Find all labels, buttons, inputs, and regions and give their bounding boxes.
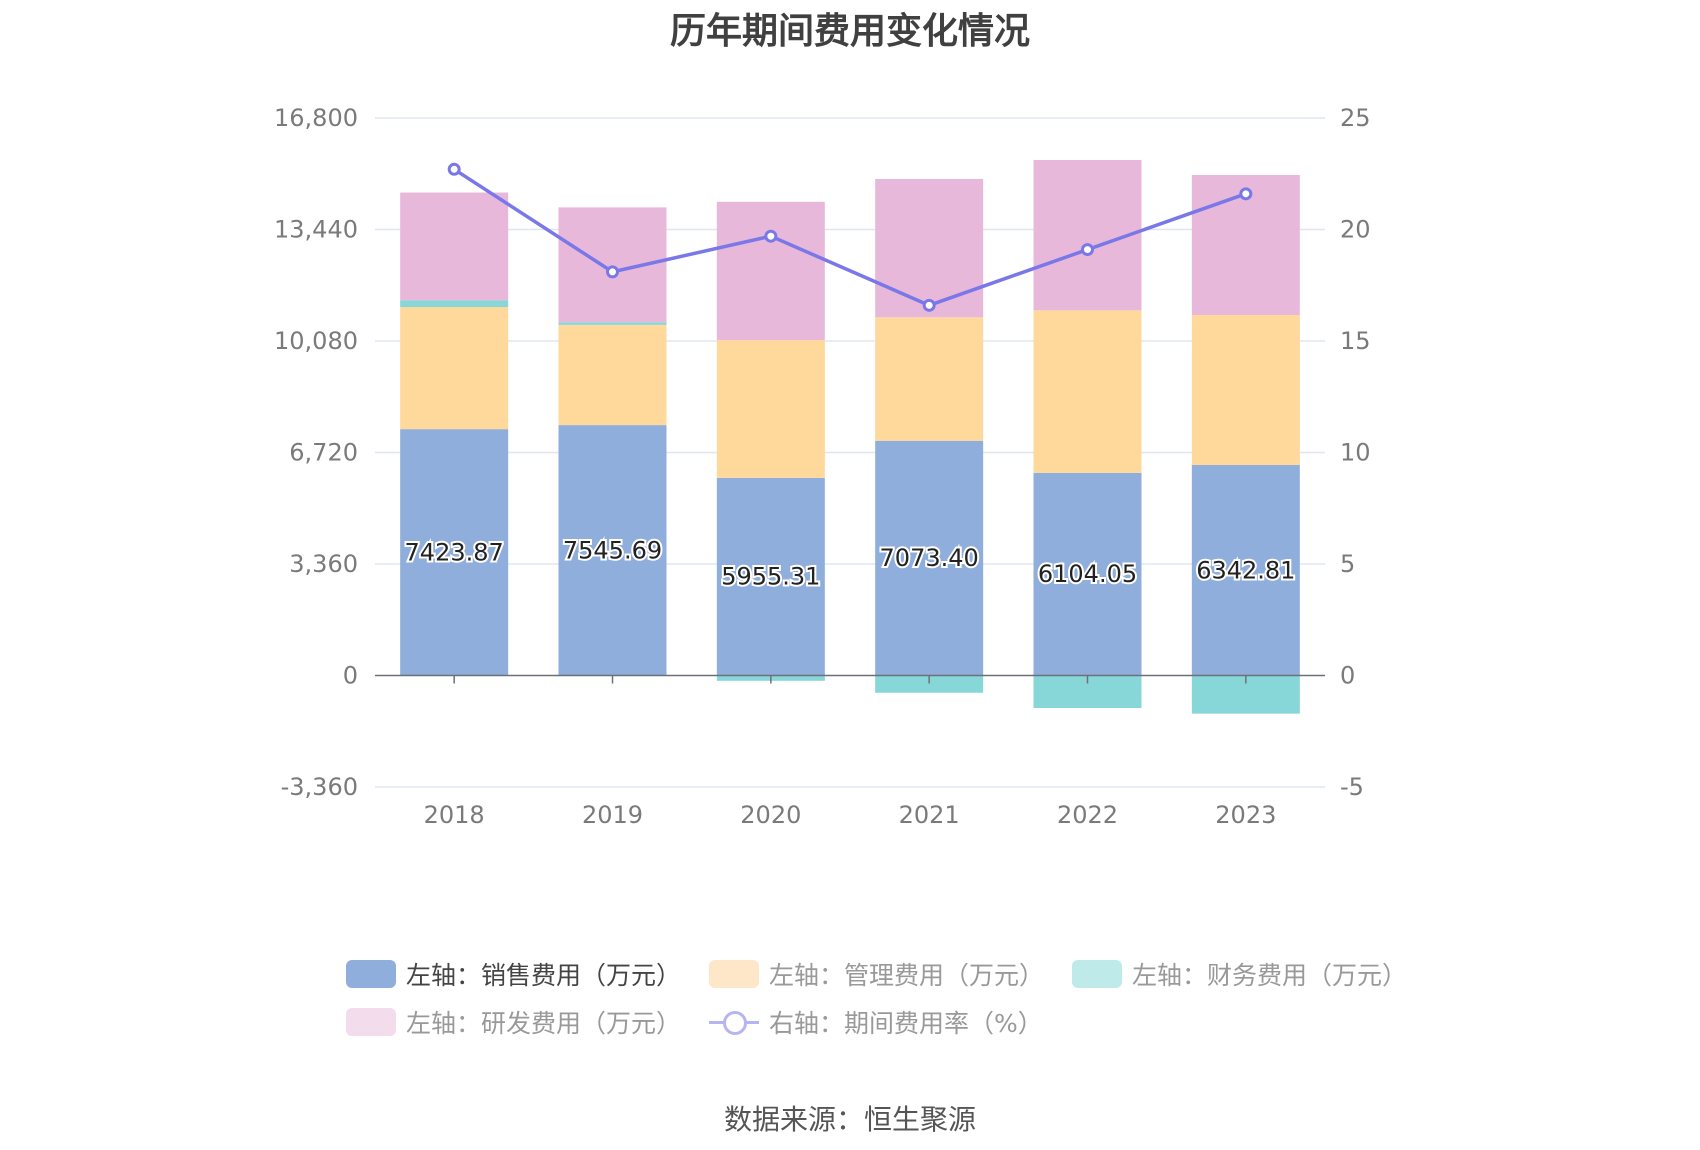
- legend-item-admin[interactable]: 左轴：管理费用（万元）: [709, 956, 1044, 992]
- bar-segment: [716, 201, 825, 341]
- x-tick-label: 2020: [740, 801, 801, 829]
- legend: 左轴：销售费用（万元） 左轴：管理费用（万元） 左轴：财务费用（万元） 左轴：研…: [346, 950, 1407, 1046]
- bar-segment: [400, 429, 509, 676]
- bar-data-label: 7073.40: [880, 544, 979, 572]
- y-left-tick-label: 16,800: [274, 104, 358, 132]
- bar-segment: [558, 322, 667, 325]
- bar-data-label: 5955.31: [721, 563, 820, 591]
- bar-segment: [1033, 472, 1142, 676]
- y-right-tick-label: 25: [1340, 104, 1371, 132]
- legend-label-rate: 右轴：期间费用率（%）: [769, 1009, 1043, 1038]
- legend-item-sales[interactable]: 左轴：销售费用（万元）: [346, 956, 681, 992]
- bar-data-label: 6342.81: [1196, 556, 1295, 584]
- bar-segment: [716, 340, 825, 478]
- legend-label-rnd: 左轴：研发费用（万元）: [406, 1009, 682, 1038]
- bar-segment: [716, 477, 825, 676]
- rate-point: [1081, 243, 1094, 257]
- legend-item-rate[interactable]: 右轴：期间费用率（%）: [709, 1004, 1043, 1040]
- bar-data-label: 6104.05: [1038, 560, 1137, 588]
- x-tick-label: 2022: [1057, 801, 1118, 829]
- rate-point: [606, 265, 619, 279]
- rate-point: [1239, 187, 1253, 201]
- legend-swatch-sales: [346, 960, 396, 988]
- legend-label-admin: 左轴：管理费用（万元）: [769, 961, 1045, 990]
- y-left-tick-label: 10,080: [274, 327, 358, 355]
- rate-point: [447, 162, 461, 176]
- bar-segment: [875, 675, 984, 693]
- bar-segment: [1191, 465, 1300, 676]
- x-tick-label: 2023: [1215, 801, 1276, 829]
- bar-segment: [400, 192, 509, 301]
- legend-label-sales: 左轴：销售费用（万元）: [406, 961, 682, 990]
- source-note: 数据来源：恒生聚源: [723, 1103, 976, 1136]
- rate-line: [453, 167, 1247, 308]
- bar-segment: [558, 324, 667, 426]
- x-tick-label: 2021: [899, 801, 960, 829]
- rate-point: [922, 298, 936, 312]
- y-right-tick-label: 5: [1340, 550, 1355, 578]
- x-tick-label: 2018: [424, 801, 485, 829]
- chart-title: 历年期间费用变化情况: [669, 11, 1030, 52]
- bar-segment: [1033, 310, 1142, 473]
- y-left-tick-label: -3,360: [281, 773, 358, 801]
- y-left-tick-label: 6,720: [289, 439, 358, 467]
- rate-point: [764, 229, 778, 243]
- bar-segment: [558, 425, 667, 676]
- x-tick-label: 2019: [582, 801, 643, 829]
- bar-data-label: 7423.87: [405, 538, 504, 566]
- bar-data-label: 7545.69: [563, 536, 662, 564]
- y-right-tick-label: 0: [1340, 662, 1355, 690]
- legend-line-marker-icon: [709, 1008, 760, 1036]
- bar-segment: [400, 300, 509, 308]
- y-left-tick-label: 0: [343, 662, 358, 690]
- y-left-tick-label: 3,360: [289, 550, 358, 578]
- legend-swatch-finance: [1072, 960, 1123, 988]
- bar-segment: [1191, 315, 1300, 466]
- y-left-tick-label: 13,440: [274, 216, 358, 244]
- legend-swatch-admin: [709, 960, 760, 988]
- y-right-tick-label: 20: [1340, 216, 1371, 244]
- legend-item-finance[interactable]: 左轴：财务费用（万元）: [1072, 956, 1407, 992]
- bar-segment: [875, 440, 984, 676]
- legend-item-rnd[interactable]: 左轴：研发费用（万元）: [346, 1004, 681, 1040]
- chart-plot: -3,360 0 3,360 6,720 10,080 13,440 16,800 -5 0 5 1…: [274, 104, 1371, 829]
- legend-label-finance: 左轴：财务费用（万元）: [1132, 961, 1408, 990]
- bar-segment: [875, 317, 984, 441]
- y-right-tick-label: 15: [1340, 327, 1371, 355]
- bar-segment: [400, 307, 509, 430]
- legend-swatch-rnd: [346, 1008, 396, 1036]
- y-right-tick-label: 10: [1340, 439, 1371, 467]
- bar-segment: [875, 178, 984, 318]
- y-right-tick-label: -5: [1340, 773, 1364, 801]
